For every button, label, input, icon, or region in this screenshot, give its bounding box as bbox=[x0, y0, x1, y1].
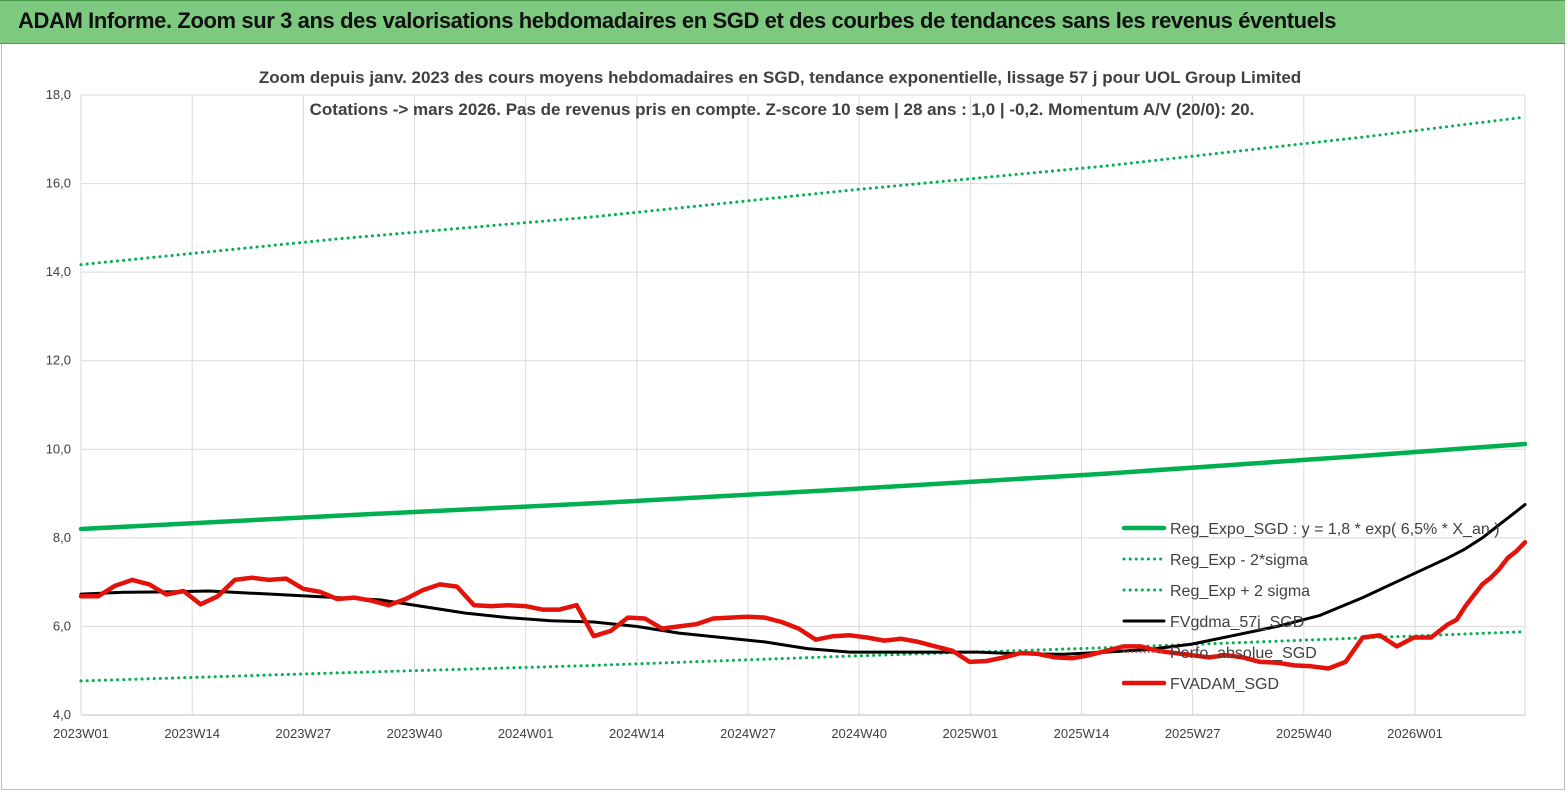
x-tick-label: 2025W40 bbox=[1276, 726, 1332, 741]
y-tick-label: 18,0 bbox=[46, 87, 71, 102]
y-tick-label: 16,0 bbox=[46, 176, 71, 191]
x-tick-label: 2023W14 bbox=[164, 726, 220, 741]
series-line-5 bbox=[78, 540, 1528, 671]
y-tick-label: 14,0 bbox=[46, 264, 71, 279]
grid-layer bbox=[80, 94, 1526, 716]
legend-label-3: FVgdma_57j_SGD bbox=[1170, 614, 1304, 631]
legend-label-1: Reg_Exp - 2*sigma bbox=[1170, 552, 1308, 569]
y-tick-label: 8,0 bbox=[53, 530, 71, 545]
chart-legend: Reg_Expo_SGD : y = 1,8 * exp( 6,5% * X_a… bbox=[1121, 521, 1500, 693]
x-tick-label: 2024W40 bbox=[831, 726, 887, 741]
y-tick-label: 6,0 bbox=[53, 618, 71, 633]
axis-layer: 4,0 6,0 8,0 10,0 12,0 14,0 16,0 18,0 2023W01 2023… bbox=[46, 87, 1525, 741]
legend-label-2: Reg_Exp + 2 sigma bbox=[1170, 583, 1310, 600]
x-tick-label: 2025W01 bbox=[943, 726, 999, 741]
chart-subtitle: Cotations -> mars 2026. Pas de revenus p… bbox=[310, 100, 1255, 119]
chart-title: Zoom depuis janv. 2023 des cours moyens … bbox=[259, 68, 1301, 87]
series-layer bbox=[78, 115, 1528, 683]
x-tick-label: 2023W01 bbox=[53, 726, 109, 741]
x-tick-label: 2023W40 bbox=[387, 726, 443, 741]
x-tick-label: 2024W14 bbox=[609, 726, 665, 741]
y-tick-label: 10,0 bbox=[46, 441, 71, 456]
x-tick-label: 2026W01 bbox=[1387, 726, 1443, 741]
y-tick-label: 4,0 bbox=[53, 707, 71, 722]
x-tick-label: 2023W27 bbox=[276, 726, 332, 741]
x-tick-label: 2025W27 bbox=[1165, 726, 1221, 741]
legend-label-0: Reg_Expo_SGD : y = 1,8 * exp( 6,5% * X_a… bbox=[1170, 521, 1500, 538]
series-line-2 bbox=[79, 115, 1527, 267]
y-tick-label: 12,0 bbox=[46, 353, 71, 368]
series-line-0 bbox=[78, 441, 1528, 532]
legend-label-4: Perfo. absolue_SGD bbox=[1170, 645, 1317, 662]
report-banner-title: ADAM Informe. Zoom sur 3 ans des valoris… bbox=[18, 8, 1337, 33]
legend-label-5: FVADAM_SGD bbox=[1170, 676, 1279, 693]
chart-frame: 4,0 6,0 8,0 10,0 12,0 14,0 16,0 18,0 2023W01 2023… bbox=[1, 44, 1565, 790]
x-tick-label: 2024W01 bbox=[498, 726, 554, 741]
x-tick-label: 2025W14 bbox=[1054, 726, 1110, 741]
report-banner: ADAM Informe. Zoom sur 3 ans des valoris… bbox=[0, 0, 1565, 44]
x-tick-label: 2024W27 bbox=[720, 726, 776, 741]
line-chart: 4,0 6,0 8,0 10,0 12,0 14,0 16,0 18,0 2023W01 2023… bbox=[46, 68, 1528, 741]
